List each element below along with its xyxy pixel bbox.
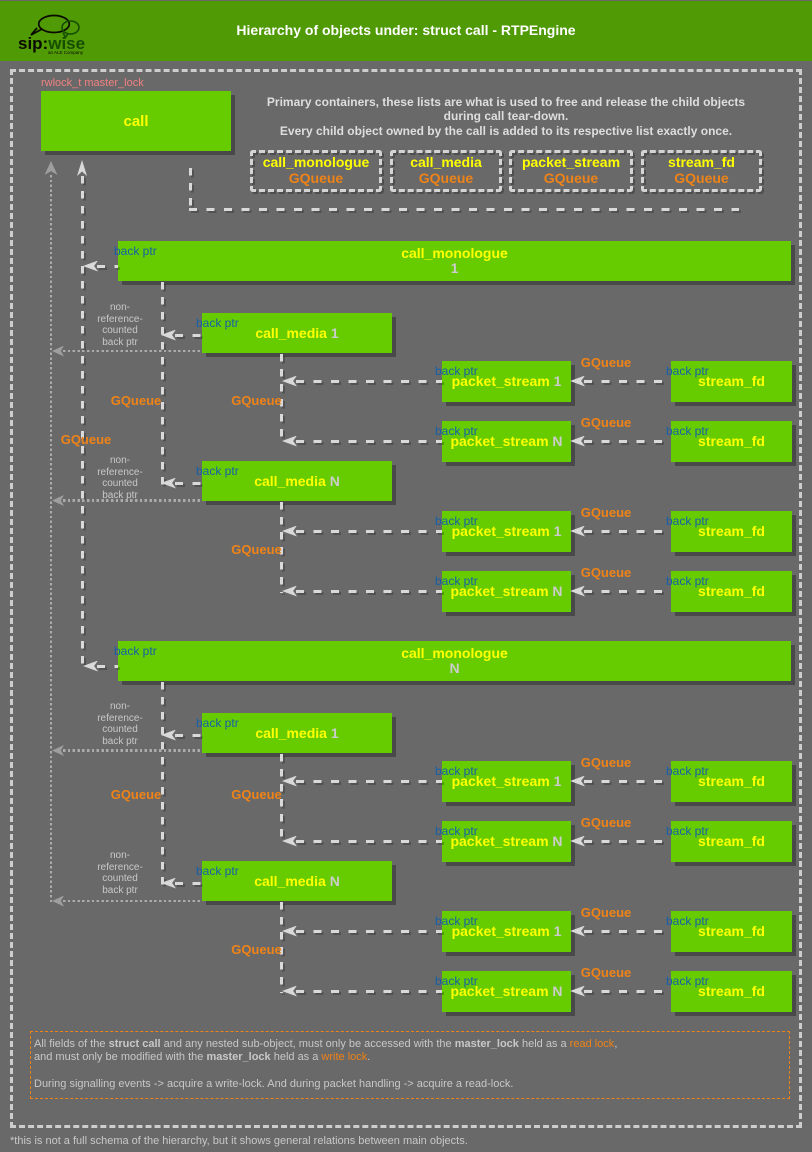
svg-text:sip:wise: sip:wise [18,34,85,53]
svg-text:an ALE Company: an ALE Company [48,50,84,55]
